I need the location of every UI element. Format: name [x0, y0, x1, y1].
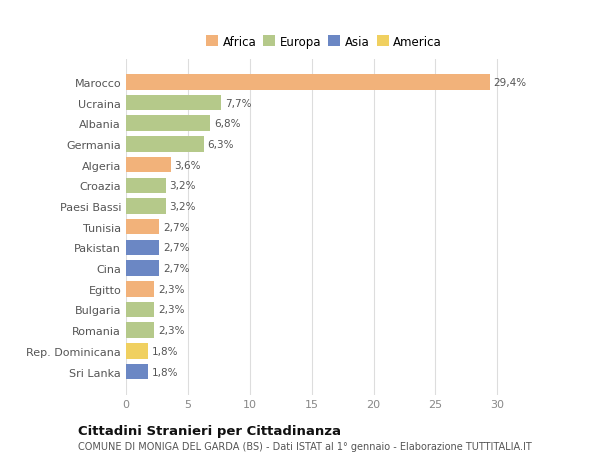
Bar: [126, 364, 148, 380]
Bar: [126, 157, 170, 173]
Bar: [126, 75, 490, 90]
Bar: [126, 343, 148, 359]
Bar: [126, 281, 154, 297]
Bar: [126, 137, 204, 152]
Text: 2,3%: 2,3%: [158, 284, 185, 294]
Text: 6,8%: 6,8%: [214, 119, 241, 129]
Text: 3,2%: 3,2%: [169, 202, 196, 212]
Bar: [126, 302, 154, 318]
Bar: [126, 116, 210, 132]
Bar: [126, 219, 160, 235]
Text: COMUNE DI MONIGA DEL GARDA (BS) - Dati ISTAT al 1° gennaio - Elaborazione TUTTIT: COMUNE DI MONIGA DEL GARDA (BS) - Dati I…: [78, 441, 532, 451]
Text: 1,8%: 1,8%: [152, 346, 178, 356]
Text: 6,3%: 6,3%: [208, 140, 234, 150]
Bar: [126, 240, 160, 256]
Text: Cittadini Stranieri per Cittadinanza: Cittadini Stranieri per Cittadinanza: [78, 424, 341, 437]
Text: 2,7%: 2,7%: [163, 243, 190, 253]
Bar: [126, 95, 221, 111]
Text: 2,7%: 2,7%: [163, 263, 190, 274]
Text: 3,2%: 3,2%: [169, 181, 196, 191]
Bar: [126, 199, 166, 214]
Bar: [126, 323, 154, 338]
Bar: [126, 178, 166, 194]
Bar: [126, 261, 160, 276]
Text: 3,6%: 3,6%: [174, 160, 201, 170]
Text: 1,8%: 1,8%: [152, 367, 178, 377]
Legend: Africa, Europa, Asia, America: Africa, Europa, Asia, America: [202, 32, 446, 52]
Text: 2,3%: 2,3%: [158, 305, 185, 315]
Text: 2,7%: 2,7%: [163, 222, 190, 232]
Text: 2,3%: 2,3%: [158, 325, 185, 336]
Text: 29,4%: 29,4%: [494, 78, 527, 88]
Text: 7,7%: 7,7%: [225, 98, 251, 108]
